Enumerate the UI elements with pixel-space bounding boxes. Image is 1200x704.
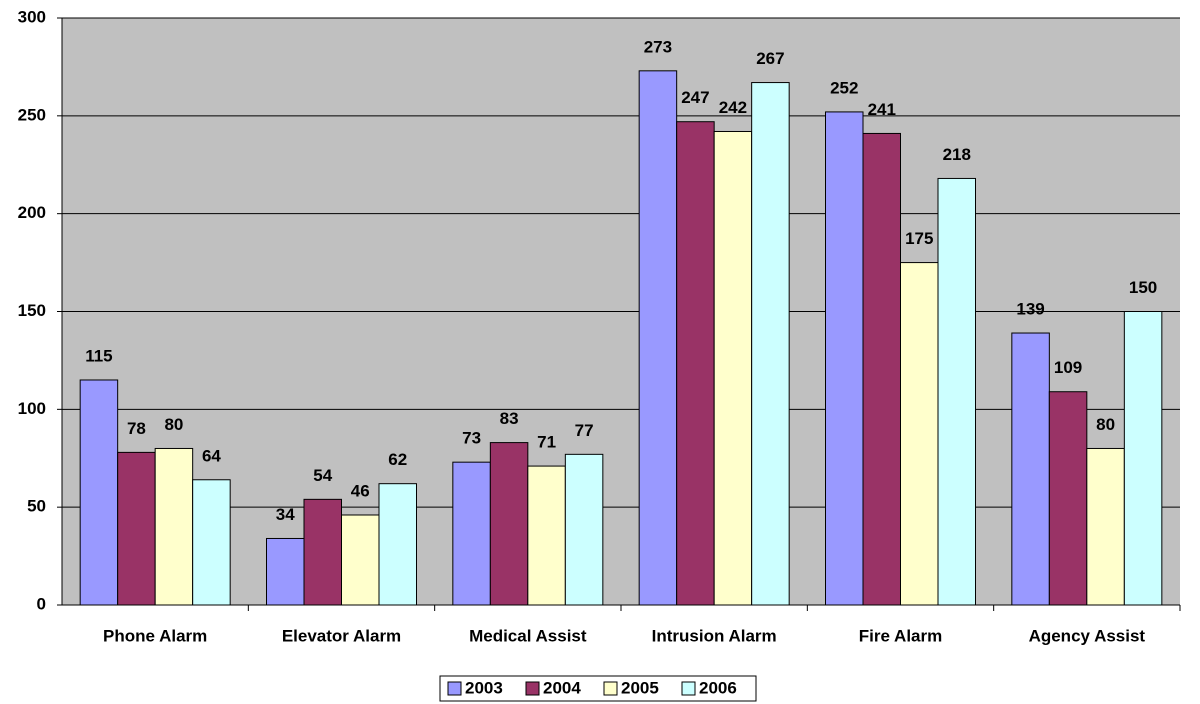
y-tick-label: 250	[18, 105, 46, 124]
x-tick-label: Phone Alarm	[103, 626, 207, 645]
value-label: 252	[830, 78, 858, 97]
y-tick-label: 150	[18, 301, 46, 320]
y-tick-label: 300	[18, 7, 46, 26]
legend-label: 2004	[543, 678, 581, 697]
bar	[1086, 447, 1125, 606]
bar	[1011, 332, 1050, 606]
bar	[79, 379, 119, 606]
bar	[751, 82, 790, 606]
value-label: 71	[537, 433, 556, 452]
value-label: 80	[164, 415, 183, 434]
bar	[862, 132, 901, 606]
y-tick-label: 50	[27, 497, 46, 516]
bar	[192, 479, 231, 606]
bar	[303, 498, 342, 606]
legend-label: 2005	[621, 678, 659, 697]
legend-swatch	[603, 681, 618, 696]
legend-swatch	[447, 681, 462, 696]
x-tick-label: Agency Assist	[1029, 626, 1146, 645]
bar	[117, 451, 156, 606]
bar	[713, 130, 753, 606]
value-label: 77	[575, 421, 594, 440]
bar	[452, 461, 491, 606]
y-tick-label: 100	[18, 399, 46, 418]
legend-label: 2006	[699, 678, 737, 697]
x-tick-label: Medical Assist	[469, 626, 587, 645]
value-label: 78	[127, 419, 146, 438]
x-tick-label: Elevator Alarm	[282, 626, 401, 645]
value-label: 267	[756, 49, 784, 68]
value-label: 115	[85, 346, 112, 365]
value-label: 64	[202, 446, 221, 465]
value-label: 34	[276, 505, 295, 524]
bar	[527, 465, 566, 606]
legend-swatch	[525, 681, 540, 696]
value-label: 273	[644, 37, 672, 56]
bar	[638, 70, 678, 606]
bar	[937, 177, 976, 606]
value-label: 242	[719, 98, 747, 117]
x-tick-label: Intrusion Alarm	[652, 626, 777, 645]
value-label: 175	[905, 229, 933, 248]
value-label: 46	[351, 481, 370, 500]
value-label: 54	[313, 466, 332, 485]
bar	[676, 121, 715, 606]
value-label: 73	[462, 429, 481, 448]
bar	[1048, 391, 1088, 606]
value-label: 62	[388, 450, 407, 469]
value-label: 218	[943, 145, 971, 164]
bar	[1123, 311, 1163, 606]
value-label: 241	[868, 100, 896, 119]
legend-label: 2003	[465, 678, 503, 697]
value-label: 83	[500, 409, 519, 428]
bar	[154, 447, 194, 606]
bar	[341, 514, 380, 606]
x-tick-label: Fire Alarm	[859, 626, 942, 645]
value-label: 109	[1054, 358, 1082, 377]
bar	[489, 442, 529, 606]
y-tick-label: 200	[18, 203, 46, 222]
bar	[564, 453, 604, 606]
y-tick-label: 0	[37, 594, 46, 613]
bar	[900, 262, 939, 606]
legend-swatch	[681, 681, 696, 696]
bar	[825, 111, 864, 606]
value-label: 139	[1016, 300, 1044, 319]
legend-box	[439, 675, 757, 702]
bar	[266, 537, 305, 606]
value-label: 80	[1096, 415, 1115, 434]
bar	[378, 483, 417, 606]
value-label: 150	[1129, 278, 1157, 297]
value-label: 247	[681, 88, 709, 107]
